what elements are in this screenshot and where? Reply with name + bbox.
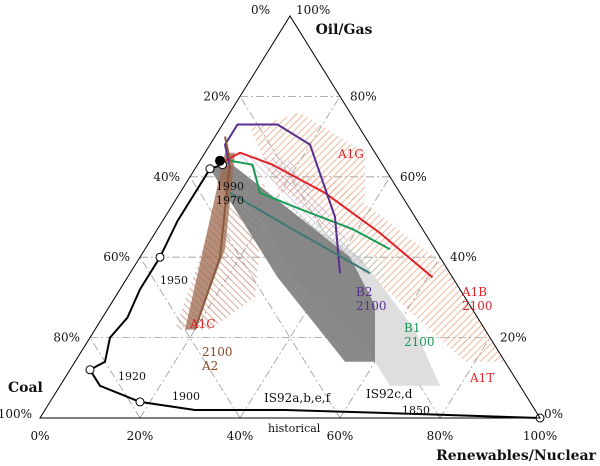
series-a1-teal (229, 192, 371, 275)
label-is92cd: IS92c,d (366, 387, 413, 401)
historical-year-label-1850: 1850 (402, 404, 430, 417)
historical-marker-1950 (155, 252, 165, 262)
left-tick-label: 40% (153, 170, 180, 184)
axis-title-oilgas: Oil/Gas (316, 22, 373, 38)
historical-end-marker (215, 155, 225, 166)
historical-year-label-1990: 1990 (216, 180, 244, 193)
triangle-frame (39, 15, 541, 419)
historical-marker-1970 (205, 164, 215, 174)
historical-year-label-1900: 1900 (172, 390, 200, 403)
label-a1g: A1G (337, 147, 364, 161)
right-tick-label: 20% (500, 331, 527, 345)
right-tick-label: 40% (450, 250, 477, 264)
axis-title-coal: Coal (8, 380, 43, 396)
right-tick-label: 100% (296, 3, 330, 17)
left-tick-label: 20% (203, 89, 230, 103)
label-a1c: A1C (189, 317, 215, 331)
historical-path (89, 163, 541, 419)
historical-label: historical (268, 422, 321, 435)
left-tick-label: 80% (53, 331, 80, 345)
bottom-tick-label: 40% (227, 429, 254, 443)
historical-year-label-1950: 1950 (160, 274, 188, 287)
left-tick-label: 0% (251, 3, 270, 17)
left-tick-label: 60% (103, 250, 130, 264)
bottom-tick-label: 20% (127, 429, 154, 443)
right-tick-label: 60% (400, 170, 427, 184)
series-a2-line (194, 136, 231, 330)
bottom-tick-label: 80% (427, 429, 454, 443)
historical-year-label-1970: 1970 (216, 194, 244, 207)
label-b1: B1 2100 (404, 321, 435, 349)
bottom-tick-label: 60% (327, 429, 354, 443)
axis-title-renewables: Renewables/Nuclear (436, 448, 597, 464)
series-b1 (229, 159, 391, 251)
label-is92abef: IS92a,b,e,f (264, 391, 332, 405)
label-layer: 0% 20% 40% 60% 80% 100% 100% 80% 60% 40% 20% 0% 0% 20… (0, 3, 597, 464)
right-tick-label: 80% (350, 89, 377, 103)
series-layer (85, 123, 545, 423)
label-a2: 2100 A2 (201, 345, 233, 373)
bottom-tick-label: 0% (30, 429, 49, 443)
region-a2 (185, 152, 235, 330)
historical-marker-1900 (135, 397, 145, 407)
triangle-outline (39, 15, 541, 419)
historical-year-label-1920: 1920 (118, 370, 146, 383)
region-is92a-b-e-f (210, 164, 375, 362)
label-a1t: A1T (469, 371, 494, 385)
series-a1b (224, 151, 434, 279)
bottom-tick-label: 100% (523, 429, 557, 443)
right-tick-label: 0% (544, 407, 563, 421)
label-b2: B2 2100 (356, 285, 387, 313)
left-tick-label: 100% (0, 407, 32, 421)
historical-marker-1920 (85, 365, 95, 375)
series-b2 (224, 123, 341, 274)
label-a1b: A1B 2100 (461, 285, 493, 313)
